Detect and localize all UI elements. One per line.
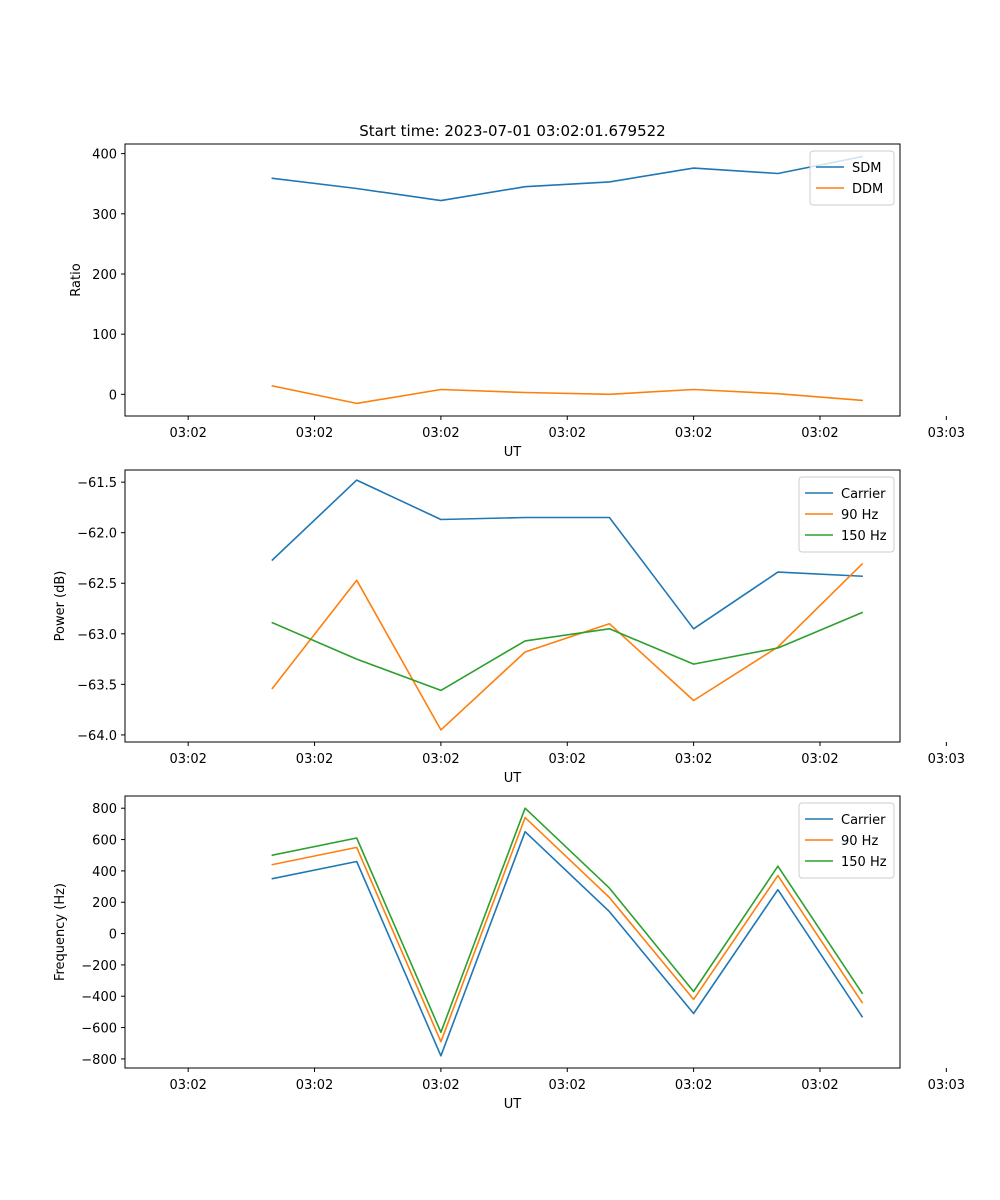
series-line-150-hz (271, 807, 864, 1034)
x-tick-label: 03:02 (801, 752, 838, 767)
x-tick-label: 03:03 (928, 426, 965, 441)
legend-entry: 150 Hz (841, 855, 887, 870)
axes-frame (124, 795, 901, 1069)
legend-entry: SDM (852, 161, 881, 176)
chart-panel-3: 03:02 03:02 03:02 03:02 03:02 03:02 03:03 −800 −… (53, 795, 965, 1112)
x-tick-label: 03:02 (422, 1078, 459, 1093)
y-tick-label: 300 (92, 208, 117, 223)
legend-entry: DDM (852, 182, 883, 197)
y-tick-label: −63.0 (77, 628, 117, 643)
x-tick-label: 03:02 (549, 1078, 586, 1093)
x-tick-label: 03:02 (169, 1078, 206, 1093)
x-tick-label: 03:02 (296, 1078, 333, 1093)
series-line-carrier (271, 479, 863, 630)
axes-frame (124, 143, 901, 417)
legend-entry: 90 Hz (841, 834, 878, 849)
y-tick-label: 100 (92, 328, 117, 343)
y-axis-label: Frequency (Hz) (53, 883, 68, 981)
series-line-90-hz (271, 562, 864, 731)
y-tick-label: 400 (92, 865, 117, 880)
chart-panel-2: 03:02 03:02 03:02 03:02 03:02 03:02 03:03 −64.0… (53, 469, 965, 786)
y-tick-label: −200 (81, 959, 117, 974)
y-tick-label: 800 (92, 802, 117, 817)
y-tick-label: 200 (92, 268, 117, 283)
x-axis-label: UT (504, 445, 522, 460)
figure-title: Start time: 2023-07-01 03:02:01.679522 (359, 122, 665, 140)
y-tick-label: −64.0 (77, 729, 117, 744)
x-tick-label: 03:02 (675, 752, 712, 767)
legend: SDM DDM (809, 150, 895, 206)
x-tick-label: 03:02 (801, 426, 838, 441)
y-tick-label: −63.5 (77, 678, 117, 693)
x-axis-label: UT (504, 1097, 522, 1112)
legend-entry: Carrier (841, 813, 886, 828)
x-tick-label: 03:02 (549, 752, 586, 767)
y-tick-label: −62.0 (77, 527, 117, 542)
y-tick-label: 400 (92, 148, 117, 163)
series-line-90-hz (271, 816, 864, 1043)
x-tick-label: 03:02 (675, 1078, 712, 1093)
y-tick-label: 600 (92, 834, 117, 849)
legend: Carrier 90 Hz 150 Hz (798, 476, 895, 553)
axes-frame (124, 469, 901, 743)
legend-entry: 90 Hz (841, 508, 878, 523)
x-tick-label: 03:02 (422, 752, 459, 767)
series-line-sdm (271, 155, 864, 202)
x-tick-label: 03:03 (928, 752, 965, 767)
y-tick-label: −800 (81, 1053, 117, 1068)
x-tick-label: 03:02 (675, 426, 712, 441)
x-tick-label: 03:03 (928, 1078, 965, 1093)
x-tick-label: 03:02 (296, 752, 333, 767)
legend-box (809, 150, 895, 206)
y-tick-label: −600 (81, 1022, 117, 1037)
y-tick-label: −62.5 (77, 577, 117, 592)
series-line-150-hz (271, 611, 864, 692)
x-tick-label: 03:02 (296, 426, 333, 441)
chart-panel-1: 03:02 03:02 03:02 03:02 03:02 03:02 03:03 0 100 2… (69, 143, 965, 460)
y-tick-label: 0 (109, 928, 117, 943)
y-tick-label: 200 (92, 896, 117, 911)
series-line-carrier (271, 830, 864, 1057)
legend: Carrier 90 Hz 150 Hz (798, 802, 895, 879)
y-axis-label: Ratio (69, 263, 84, 296)
y-axis-label: Power (dB) (53, 571, 68, 642)
legend-entry: Carrier (841, 487, 886, 502)
x-tick-label: 03:02 (169, 752, 206, 767)
y-tick-label: 0 (109, 388, 117, 403)
legend-box (798, 802, 895, 879)
x-tick-label: 03:02 (169, 426, 206, 441)
x-axis-label: UT (504, 771, 522, 786)
series-line-ddm (271, 384, 863, 405)
legend-box (798, 476, 895, 553)
x-tick-label: 03:02 (801, 1078, 838, 1093)
y-tick-label: −61.5 (77, 476, 117, 491)
x-tick-label: 03:02 (422, 426, 459, 441)
x-tick-label: 03:02 (549, 426, 586, 441)
y-tick-label: −400 (81, 990, 117, 1005)
legend-entry: 150 Hz (841, 529, 887, 544)
